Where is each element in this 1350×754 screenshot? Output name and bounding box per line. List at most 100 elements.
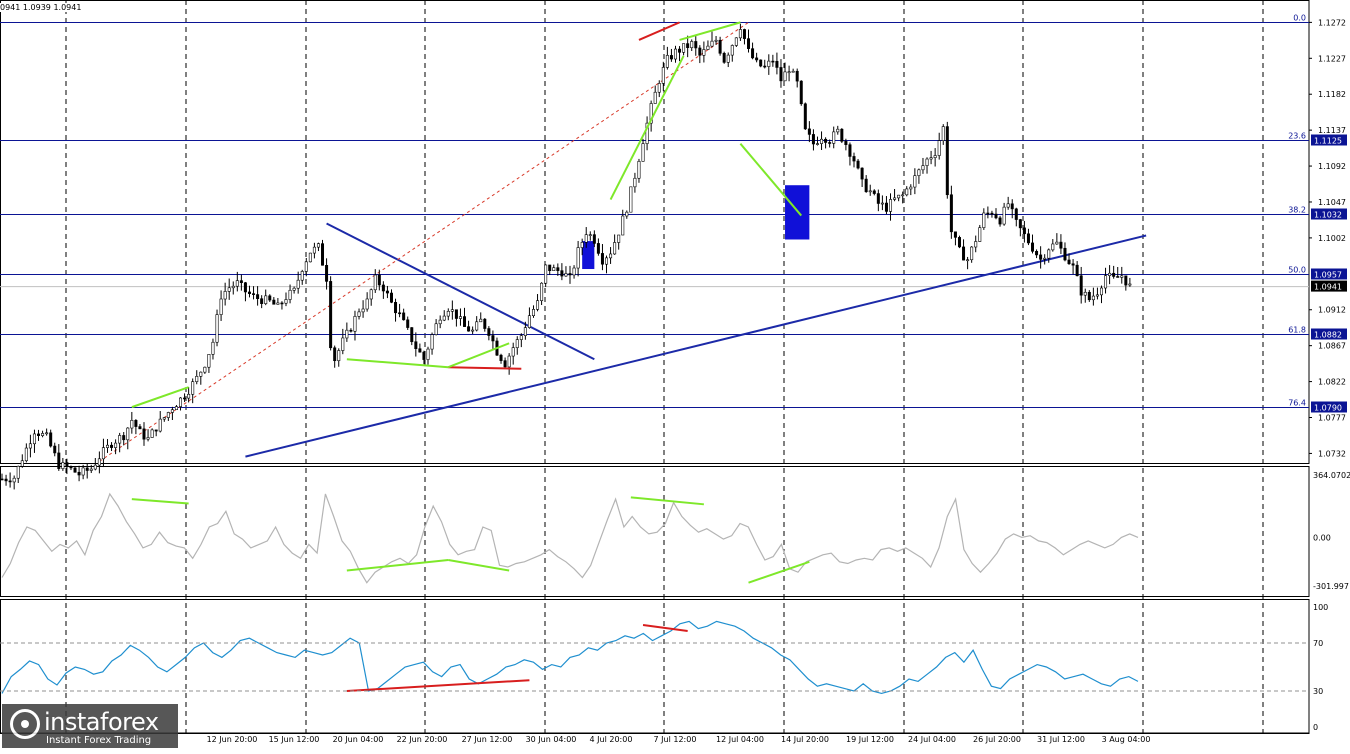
candle-body xyxy=(738,29,742,39)
candle-body xyxy=(507,355,511,368)
candle-body xyxy=(105,444,109,448)
candle-body xyxy=(463,316,467,327)
candle-body xyxy=(446,310,450,317)
candle-body xyxy=(702,49,706,56)
candle-body xyxy=(187,393,191,399)
candle-body xyxy=(16,465,20,479)
candle-body xyxy=(832,131,836,144)
candle-body xyxy=(434,323,438,335)
candle-body xyxy=(1035,250,1039,256)
candle-body xyxy=(1063,247,1067,261)
candle-body xyxy=(430,334,434,350)
candle-body xyxy=(491,335,495,342)
candle-body xyxy=(1022,227,1026,235)
candle-body xyxy=(1043,257,1047,260)
candle-body xyxy=(398,312,402,315)
candle-body xyxy=(1026,233,1030,244)
candle-body xyxy=(649,103,653,124)
candle-body xyxy=(211,341,215,355)
candle-body xyxy=(1116,276,1120,278)
candle-body xyxy=(264,295,268,304)
candle-body xyxy=(276,302,280,305)
candle-body xyxy=(893,197,897,200)
candle-body xyxy=(20,460,24,467)
candle-body xyxy=(860,167,864,180)
rsi-divergence-line xyxy=(346,679,530,692)
candle-body xyxy=(609,253,613,259)
candle-body xyxy=(256,294,260,300)
candle-body xyxy=(69,466,73,469)
candle-body xyxy=(544,264,548,284)
trendline xyxy=(245,234,1147,458)
candle-body xyxy=(1051,243,1055,251)
candle-body xyxy=(454,309,458,319)
candle-body xyxy=(1039,254,1043,260)
candle-body xyxy=(779,67,783,82)
candle-body xyxy=(678,48,682,53)
price-tick-label: 1.1182 xyxy=(1318,90,1346,99)
candle-body xyxy=(28,443,32,449)
rsi-axis-label: 0 xyxy=(1313,723,1318,732)
price-tick-label: 1.1092 xyxy=(1318,162,1346,171)
panel-frame xyxy=(0,599,1310,734)
cci-axis-label: 0.00 xyxy=(1313,533,1331,542)
price-divergence-line xyxy=(739,143,803,217)
rsi-axis-label: 30 xyxy=(1313,687,1323,696)
candle-body xyxy=(556,267,560,271)
candle-body xyxy=(1014,208,1018,220)
candle-body xyxy=(215,314,219,343)
candle-body xyxy=(284,299,288,304)
candle-body xyxy=(1059,241,1063,249)
candle-body xyxy=(848,144,852,157)
candle-body xyxy=(771,60,775,63)
candle-body xyxy=(645,122,649,144)
candle-body xyxy=(385,290,389,294)
candle-body xyxy=(499,354,503,361)
candle-body xyxy=(162,417,166,420)
candle-body xyxy=(45,432,49,435)
candle-body xyxy=(982,212,986,228)
candle-body xyxy=(629,186,633,213)
rsi-axis-label: 70 xyxy=(1313,639,1323,648)
candle-body xyxy=(568,273,572,276)
cci-axis-label: 364.0702 xyxy=(1313,471,1350,480)
candle-body xyxy=(1091,295,1095,301)
candle-body xyxy=(1006,203,1010,208)
candle-body xyxy=(552,267,556,272)
time-label: 7 Jul 12:00 xyxy=(654,735,697,744)
fib-price-tag xyxy=(1311,268,1347,280)
time-label: 12 Jul 04:00 xyxy=(716,735,764,744)
candle-body xyxy=(1079,275,1083,296)
candle-body xyxy=(1031,242,1035,252)
fib-price-tag xyxy=(1311,401,1347,413)
candle-body xyxy=(755,57,759,61)
candle-body xyxy=(540,282,544,301)
candle-body xyxy=(288,289,292,300)
candle-body xyxy=(613,242,617,255)
candle-body xyxy=(617,234,621,243)
candle-body xyxy=(475,321,479,331)
candle-body xyxy=(93,464,97,470)
candle-body xyxy=(183,397,187,400)
candle-body xyxy=(661,67,665,84)
support-zone xyxy=(582,241,595,270)
candle-body xyxy=(247,291,251,294)
candle-body xyxy=(179,397,183,407)
cci-divergence-line xyxy=(346,559,449,572)
candle-body xyxy=(418,348,422,353)
candle-body xyxy=(953,231,957,238)
candle-body xyxy=(572,267,576,276)
candle-body xyxy=(815,143,819,145)
candle-body xyxy=(576,247,580,269)
candle-body xyxy=(41,433,45,436)
candle-body xyxy=(742,29,746,39)
fibonacci-levels: 0.0 23.6 1.1125 38.2 1.1032 50.0 1.0957 61.8 1.0… xyxy=(0,14,1347,413)
candle-body xyxy=(369,289,373,300)
candle-body xyxy=(811,134,815,145)
candle-body xyxy=(933,155,937,158)
candle-body xyxy=(65,462,69,468)
candle-body xyxy=(1002,206,1006,225)
candle-body xyxy=(653,91,657,104)
